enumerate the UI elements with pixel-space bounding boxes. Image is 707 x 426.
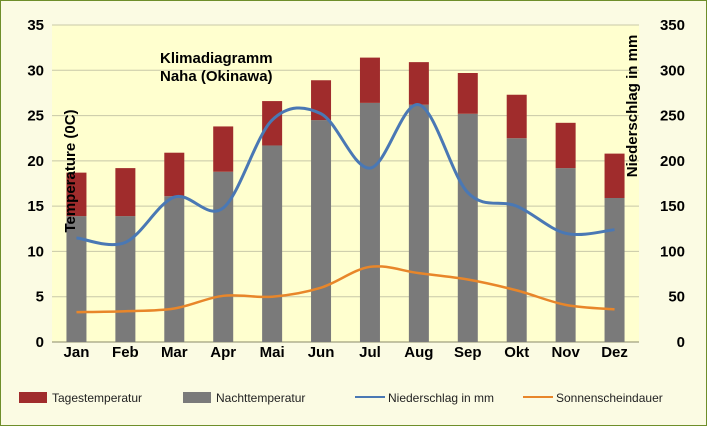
x-tick-label: Nov (551, 344, 580, 361)
bar-nachttemperatur (66, 216, 87, 342)
y2-tick-label: 150 (660, 198, 685, 215)
legend-label: Sonnenscheindauer (556, 391, 663, 405)
x-tick-label: Feb (112, 344, 139, 361)
gridlines (52, 24, 639, 343)
line-niederschlag (76, 103, 615, 247)
bar-tagestemperatur (457, 73, 478, 114)
y2-tick-label: 0 (677, 334, 685, 351)
chart-subtitle: Naha (Okinawa) (160, 68, 273, 85)
bar-nachttemperatur (457, 113, 478, 342)
x-tick-label: Jun (308, 344, 335, 361)
y-tick-label: 10 (27, 243, 44, 260)
y-tick-label: 35 (27, 17, 44, 34)
bar-nachttemperatur (604, 197, 625, 342)
y-tick-label: 20 (27, 153, 44, 170)
y2-tick-label: 250 (660, 108, 685, 125)
bar-nachttemperatur (408, 104, 429, 343)
bar-tagestemperatur (408, 62, 429, 105)
bar-nachttemperatur (555, 168, 576, 342)
y-axis-left-title: Temperature (0C) (62, 109, 79, 232)
bar-tagestemperatur (213, 126, 234, 172)
y2-tick-label: 50 (668, 289, 685, 306)
y-tick-label: 25 (27, 108, 44, 125)
legend-swatch (19, 392, 47, 403)
bar-tagestemperatur (164, 152, 185, 197)
bar-nachttemperatur (359, 102, 380, 343)
x-axis-ticks: Jan Feb Mar Apr Mai Jun Jul Aug Sep Okt Nov Dez (64, 344, 628, 361)
y-axis-left-ticks: 0 5 10 15 20 25 30 35 (27, 17, 44, 351)
bar-nachttemperatur (213, 171, 234, 342)
bar-nachttemperatur (506, 138, 527, 342)
plot-area (52, 25, 639, 342)
x-tick-label: Sep (454, 344, 482, 361)
y2-tick-label: 300 (660, 62, 685, 79)
x-tick-label: Dez (601, 344, 628, 361)
y-axis-right-ticks: 0 50 100 150 200 250 300 350 (660, 17, 685, 351)
legend: Tagestemperatur Nachttemperatur Niederschl… (19, 391, 663, 405)
legend-label: Niederschlag in mm (388, 391, 494, 405)
bar-nachttemperatur (311, 120, 332, 342)
x-tick-label: Mai (260, 344, 285, 361)
x-tick-label: Mar (161, 344, 188, 361)
y-tick-label: 15 (27, 198, 44, 215)
y2-tick-label: 200 (660, 153, 685, 170)
bar-nachttemperatur (262, 145, 283, 342)
bar-tagestemperatur (555, 122, 576, 169)
bar-tagestemperatur (262, 101, 283, 146)
x-tick-label: Okt (504, 344, 529, 361)
y-tick-label: 0 (36, 334, 44, 351)
y-tick-label: 30 (27, 62, 44, 79)
bar-tagestemperatur (506, 94, 527, 139)
x-tick-label: Jul (359, 344, 381, 361)
legend-label: Tagestemperatur (52, 391, 142, 405)
chart-title: Klimadiagramm (160, 50, 273, 67)
bar-tagestemperatur (359, 57, 380, 103)
bar-nachttemperatur (164, 196, 185, 342)
y-axis-right-title: Niederschlag in mm (624, 35, 641, 178)
bar-tagestemperatur (115, 168, 136, 217)
y2-tick-label: 350 (660, 17, 685, 34)
line-series (76, 103, 615, 314)
y-tick-label: 5 (36, 289, 44, 306)
line-sonnenscheindauer (76, 265, 615, 314)
x-tick-label: Jan (64, 344, 90, 361)
legend-label: Nachttemperatur (216, 391, 305, 405)
bar-tagestemperatur (66, 172, 87, 217)
x-tick-label: Apr (210, 344, 236, 361)
bar-nachttemperatur (115, 216, 136, 342)
bar-tagestemperatur (604, 153, 625, 198)
x-tick-label: Aug (404, 344, 433, 361)
y2-tick-label: 100 (660, 243, 685, 260)
legend-swatch (183, 392, 211, 403)
